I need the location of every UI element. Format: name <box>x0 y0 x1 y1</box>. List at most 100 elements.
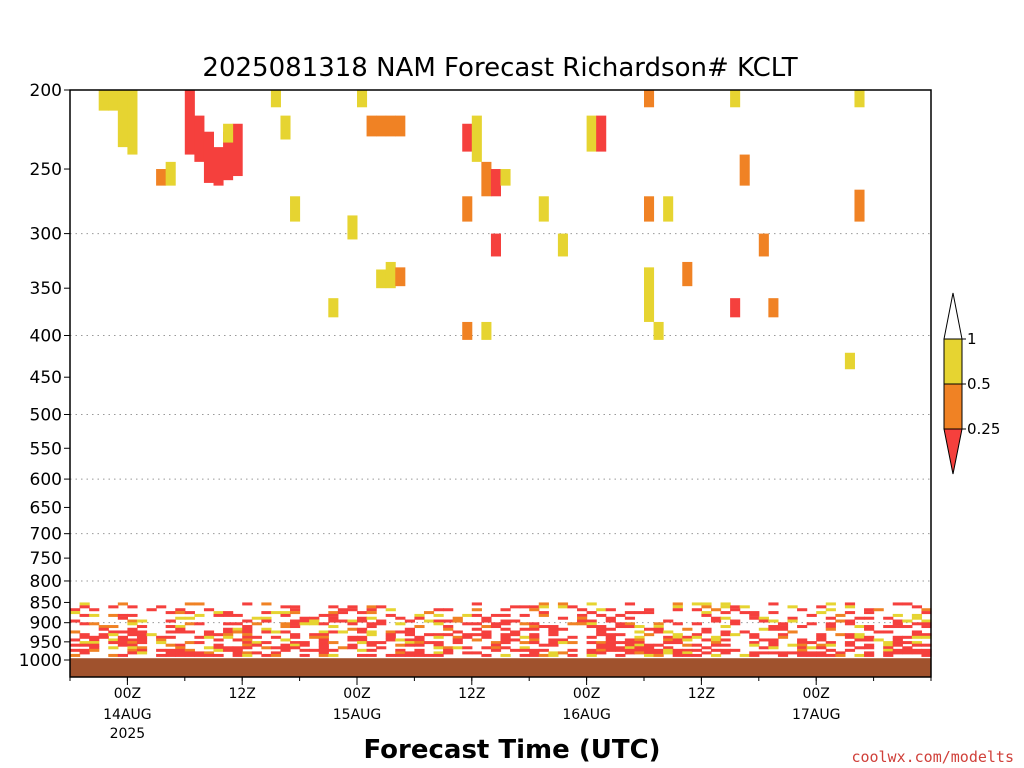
ri-cell <box>902 646 913 650</box>
ri-cell <box>490 622 502 626</box>
ri-cell <box>557 651 569 655</box>
x-tick-label: 00Z <box>343 686 370 702</box>
ri-cell <box>462 321 473 340</box>
ri-cell <box>854 616 865 620</box>
ri-cell <box>232 613 243 617</box>
ri-cell <box>596 630 607 634</box>
ri-cell <box>366 641 377 645</box>
ri-cell <box>242 627 253 631</box>
ri-cell <box>615 613 626 617</box>
ri-cell <box>835 651 846 655</box>
ri-cell <box>519 605 530 609</box>
ri-cell <box>557 616 569 620</box>
ri-cell <box>519 641 530 645</box>
ri-cell <box>500 638 511 642</box>
ri-cell <box>385 608 396 612</box>
ri-cell <box>768 646 779 650</box>
ri-cell <box>911 616 923 620</box>
ri-cell <box>165 161 176 186</box>
ri-cell <box>156 638 167 642</box>
y-tick-label: 650 <box>30 498 62 518</box>
ri-cell <box>194 651 205 655</box>
ri-cell <box>98 633 109 637</box>
ri-cell <box>232 651 243 655</box>
ri-cell <box>366 633 377 637</box>
ri-cell <box>710 648 722 652</box>
ri-cell <box>758 616 769 620</box>
ri-cell <box>290 646 301 650</box>
ri-cell <box>653 627 664 631</box>
ri-cell <box>844 602 856 606</box>
ri-cell <box>911 622 923 626</box>
ri-cell <box>797 651 808 655</box>
ri-cell <box>203 635 215 639</box>
ri-cell <box>864 616 875 620</box>
ri-cell <box>242 619 253 623</box>
ri-cell <box>873 630 884 634</box>
ri-cell <box>739 653 750 657</box>
ri-cell <box>529 648 540 652</box>
ri-cell <box>452 646 463 650</box>
ri-cell <box>605 641 616 645</box>
ri-cell <box>337 608 349 612</box>
ri-cell <box>854 633 865 637</box>
ri-cell <box>318 651 329 655</box>
ri-cell <box>127 651 138 655</box>
ri-cell <box>108 625 119 629</box>
ri-cell <box>490 646 502 650</box>
ri-cell <box>318 622 329 626</box>
ri-cell <box>844 648 856 652</box>
ri-cell <box>529 608 540 612</box>
ri-cell <box>184 651 195 655</box>
ri-cell <box>127 630 138 634</box>
credit-link[interactable]: coolwx.com/modelts <box>851 748 1014 766</box>
ri-cell <box>357 616 368 620</box>
ri-cell <box>175 648 186 652</box>
ri-cell <box>615 641 626 645</box>
colorbar-label: 0.25 <box>967 420 1000 438</box>
ri-cell <box>749 651 760 655</box>
x-tick-label: 12Z <box>228 686 255 702</box>
ri-cell <box>854 635 865 639</box>
ri-cell <box>644 643 655 647</box>
ri-cell <box>280 646 291 650</box>
ri-cell <box>175 646 186 650</box>
ri-cell <box>777 635 789 639</box>
ri-cell <box>605 648 616 652</box>
ri-cell <box>309 622 320 626</box>
ri-cell <box>672 622 683 626</box>
ri-cell <box>184 648 195 652</box>
colorbar: 1 0.5 0.25 <box>943 292 1000 475</box>
ri-cell <box>452 616 463 620</box>
ri-cell <box>634 635 645 639</box>
ri-cell <box>79 635 90 639</box>
ri-cell <box>749 643 760 647</box>
ri-cell <box>921 633 932 637</box>
ri-cell <box>548 638 559 642</box>
ri-cell <box>624 625 636 629</box>
ri-cell <box>663 648 674 652</box>
ri-cell <box>414 638 425 642</box>
ri-cell <box>806 622 817 626</box>
ri-cell <box>557 638 569 642</box>
ri-cell <box>108 90 119 111</box>
ri-cell <box>605 616 616 620</box>
ri-cell <box>309 633 320 637</box>
ri-cell <box>462 622 473 626</box>
ri-cell <box>184 622 195 626</box>
ri-cell <box>911 651 923 655</box>
ri-cell <box>730 633 741 637</box>
ri-cell <box>481 161 492 197</box>
ri-cell <box>663 641 674 645</box>
ri-cell <box>127 648 138 652</box>
ri-cell <box>328 619 339 623</box>
ri-cell <box>806 613 817 617</box>
ri-cell <box>730 648 741 652</box>
ri-cell <box>758 646 769 650</box>
ri-cell <box>797 653 808 657</box>
ri-cell <box>414 625 425 629</box>
ri-cell <box>529 622 540 626</box>
ri-cell <box>194 653 205 657</box>
ri-cell <box>194 635 205 639</box>
ri-cell <box>251 635 262 639</box>
